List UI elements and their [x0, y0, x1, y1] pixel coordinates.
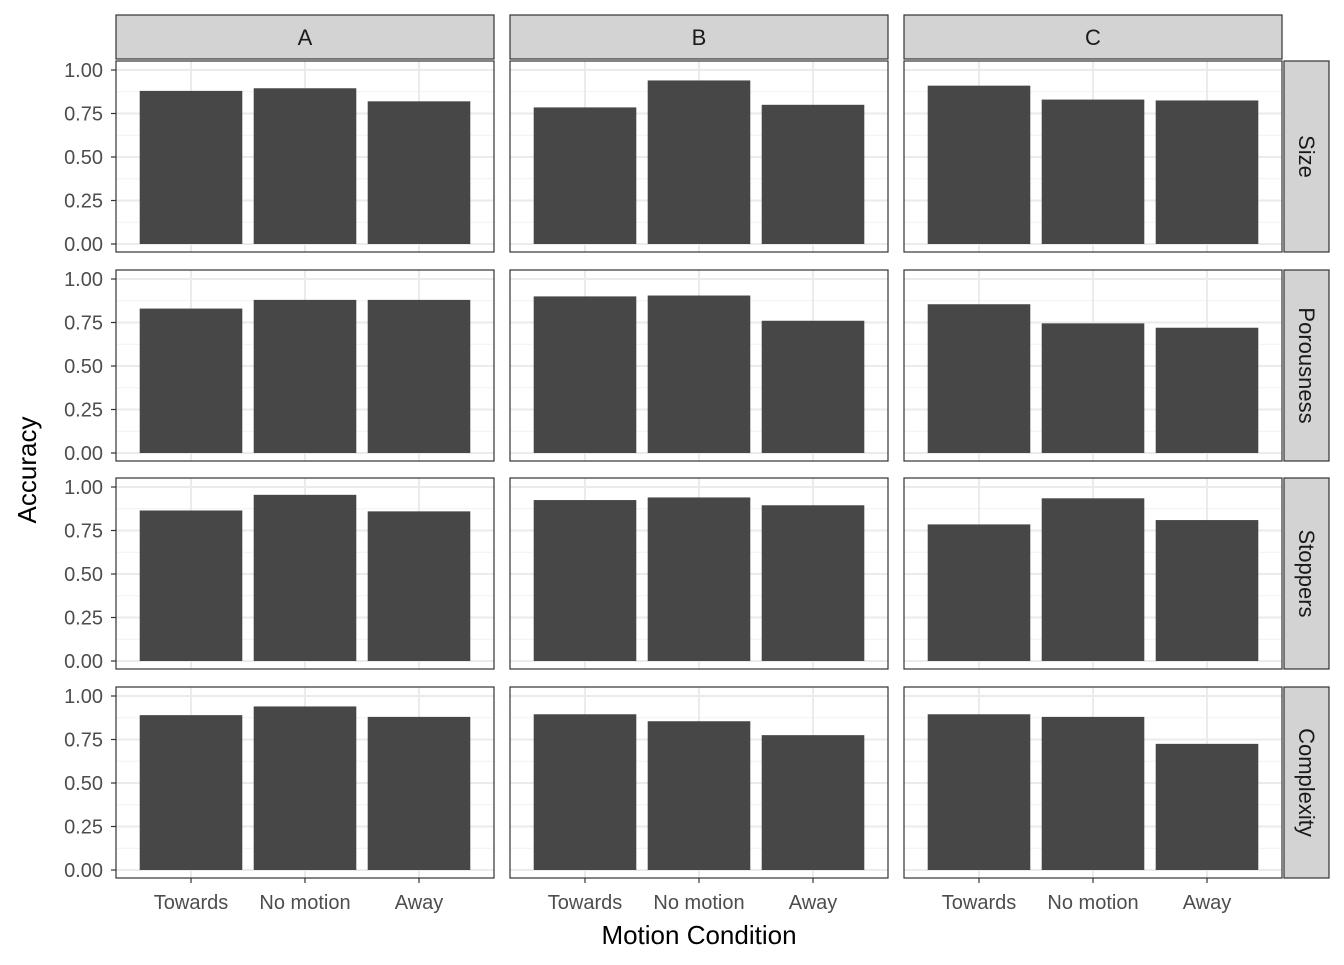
panel-border-porousness-b [509, 269, 889, 462]
bar-size-c-no-motion [1041, 99, 1145, 244]
column-strip-a [115, 14, 495, 60]
y-tick-label-porousness-0: 0.00 [64, 443, 103, 465]
x-tick-label-c-towards: Towards [942, 892, 1016, 914]
bar-size-a-towards [139, 90, 243, 244]
panel-border-stoppers-c [903, 477, 1283, 670]
bar-complexity-a-no-motion [253, 706, 357, 870]
row-strip-stoppers [1283, 477, 1330, 670]
x-tick-label-c-no-motion: No motion [1047, 892, 1138, 914]
y-tick-label-stoppers-1: 0.25 [64, 608, 103, 630]
bar-size-b-no-motion [647, 80, 751, 244]
bar-size-c-away [1155, 100, 1259, 244]
bar-porousness-a-away [367, 299, 471, 453]
bar-porousness-a-towards [139, 308, 243, 453]
y-tick-label-complexity-2: 0.50 [64, 773, 103, 795]
bar-porousness-b-towards [533, 296, 637, 453]
bar-size-b-away [761, 104, 865, 244]
bar-size-a-away [367, 101, 471, 244]
x-tick-label-b-away: Away [789, 892, 838, 914]
bar-stoppers-b-no-motion [647, 497, 751, 661]
bar-stoppers-c-no-motion [1041, 498, 1145, 661]
bar-stoppers-b-away [761, 505, 865, 661]
y-tick-label-complexity-1: 0.25 [64, 817, 103, 839]
bar-complexity-c-away [1155, 743, 1259, 870]
y-tick-label-size-0: 0.00 [64, 234, 103, 256]
panel-border-porousness-c [903, 269, 1283, 462]
bar-stoppers-a-no-motion [253, 494, 357, 661]
panel-border-size-b [509, 60, 889, 253]
panel-border-porousness-a [115, 269, 495, 462]
panel-border-size-c [903, 60, 1283, 253]
y-tick-label-stoppers-4: 1.00 [64, 477, 103, 499]
bar-size-b-towards [533, 107, 637, 244]
x-tick-label-a-away: Away [395, 892, 444, 914]
row-strip-porousness [1283, 269, 1330, 462]
panel-border-stoppers-b [509, 477, 889, 670]
column-strip-label-b: B [692, 25, 707, 50]
row-strip-label-stoppers: Stoppers [1294, 529, 1319, 617]
bar-complexity-b-away [761, 735, 865, 870]
bar-porousness-c-no-motion [1041, 323, 1145, 453]
bar-porousness-c-towards [927, 304, 1031, 453]
x-tick-label-a-no-motion: No motion [259, 892, 350, 914]
y-tick-label-size-4: 1.00 [64, 60, 103, 82]
bar-size-c-towards [927, 85, 1031, 244]
y-tick-label-stoppers-2: 0.50 [64, 564, 103, 586]
row-strip-label-size: Size [1294, 135, 1319, 178]
panel-border-stoppers-a [115, 477, 495, 670]
y-tick-label-porousness-2: 0.50 [64, 356, 103, 378]
bar-complexity-b-towards [533, 714, 637, 870]
row-strip-size [1283, 60, 1330, 253]
bar-porousness-c-away [1155, 327, 1259, 453]
panel-border-size-a [115, 60, 495, 253]
bar-stoppers-b-towards [533, 500, 637, 661]
x-tick-label-b-towards: Towards [548, 892, 622, 914]
column-strip-c [903, 14, 1283, 60]
bar-stoppers-a-away [367, 511, 471, 661]
row-strip-complexity [1283, 686, 1330, 879]
x-tick-label-b-no-motion: No motion [653, 892, 744, 914]
y-tick-label-porousness-3: 0.75 [64, 313, 103, 335]
bar-stoppers-a-towards [139, 510, 243, 661]
bar-complexity-c-towards [927, 714, 1031, 870]
y-tick-label-size-1: 0.25 [64, 191, 103, 213]
x-axis-title: Motion Condition [601, 920, 796, 950]
y-tick-label-stoppers-0: 0.00 [64, 651, 103, 673]
bar-complexity-b-no-motion [647, 721, 751, 870]
y-tick-label-complexity-0: 0.00 [64, 860, 103, 882]
row-strip-label-porousness: Porousness [1294, 307, 1319, 423]
bar-complexity-a-towards [139, 715, 243, 870]
bar-porousness-b-no-motion [647, 295, 751, 453]
y-tick-label-porousness-4: 1.00 [64, 269, 103, 291]
y-tick-label-size-3: 0.75 [64, 104, 103, 126]
bar-complexity-a-away [367, 716, 471, 870]
bar-complexity-c-no-motion [1041, 716, 1145, 870]
x-tick-label-c-away: Away [1183, 892, 1232, 914]
y-tick-label-complexity-3: 0.75 [64, 730, 103, 752]
y-tick-label-complexity-4: 1.00 [64, 686, 103, 708]
x-tick-label-a-towards: Towards [154, 892, 228, 914]
bar-size-a-no-motion [253, 88, 357, 245]
y-tick-label-size-2: 0.50 [64, 147, 103, 169]
bar-stoppers-c-towards [927, 524, 1031, 661]
row-strip-label-complexity: Complexity [1294, 728, 1319, 837]
column-strip-label-c: C [1085, 25, 1101, 50]
bar-porousness-b-away [761, 320, 865, 453]
y-tick-label-porousness-1: 0.25 [64, 400, 103, 422]
bar-stoppers-c-away [1155, 520, 1259, 661]
column-strip-b [509, 14, 889, 60]
y-axis-title: Accuracy [12, 417, 42, 524]
bar-porousness-a-no-motion [253, 299, 357, 453]
y-tick-label-stoppers-3: 0.75 [64, 521, 103, 543]
column-strip-label-a: A [298, 25, 313, 50]
